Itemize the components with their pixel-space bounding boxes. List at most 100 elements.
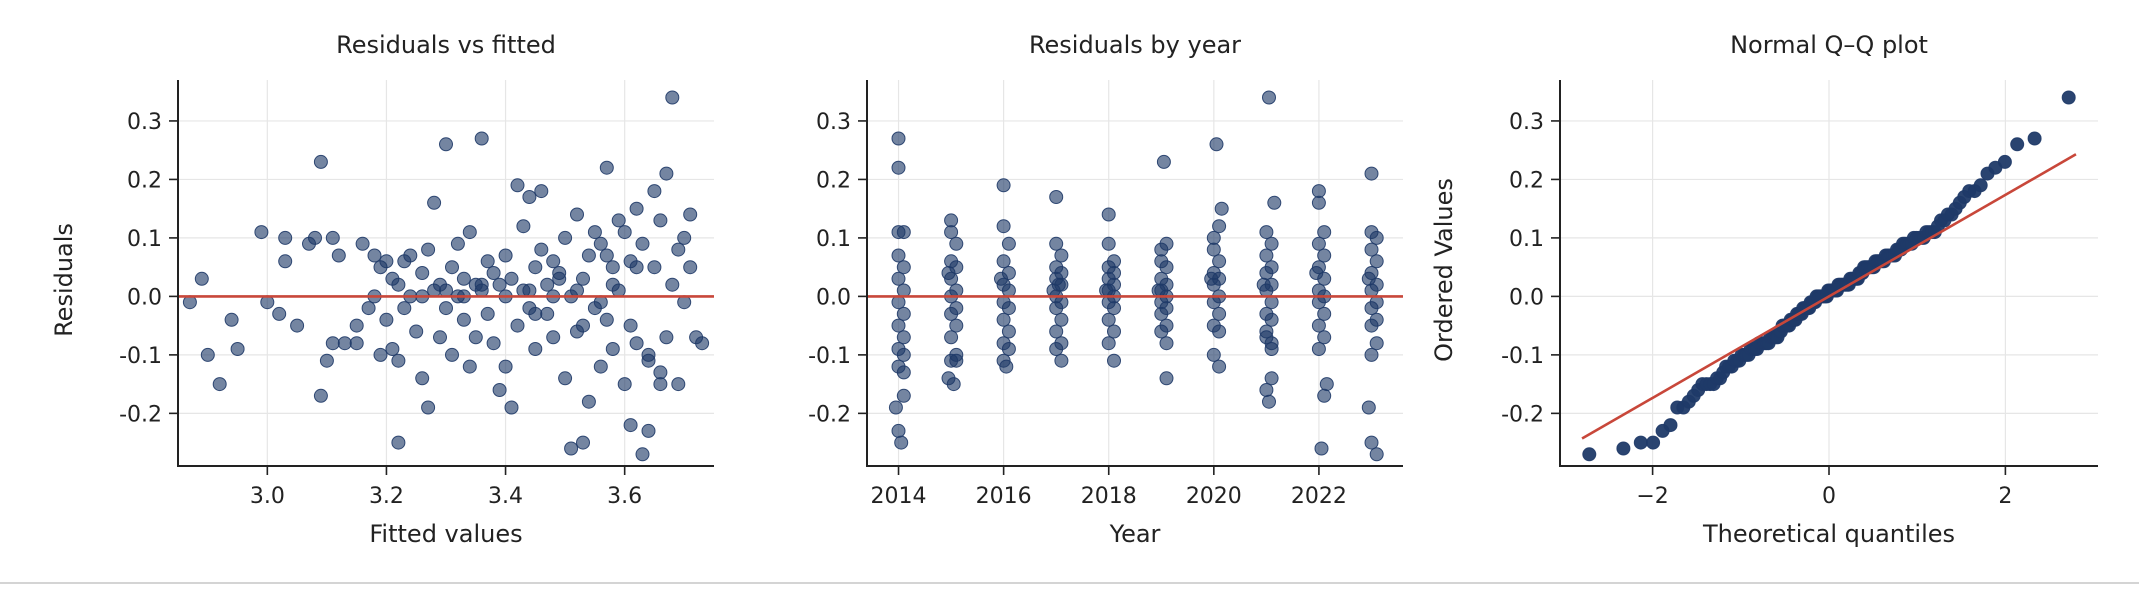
data-point — [212, 377, 227, 392]
data-point — [445, 260, 459, 275]
data-point — [486, 336, 501, 351]
data-point — [1633, 435, 1648, 450]
data-point — [1364, 435, 1379, 450]
data-point — [996, 312, 1011, 327]
data-point — [617, 225, 632, 240]
data-point — [1364, 318, 1379, 333]
y-tick-label: 0.2 — [127, 168, 162, 193]
data-point — [1214, 201, 1229, 216]
data-point — [486, 266, 501, 280]
data-point — [605, 342, 620, 356]
data-point — [641, 423, 656, 438]
y-tick-label: -0.2 — [808, 402, 851, 427]
y-tick-label: 0.3 — [127, 110, 162, 135]
data-point — [1267, 195, 1282, 210]
data-point — [1212, 306, 1227, 321]
data-point — [695, 336, 710, 351]
data-point — [659, 166, 674, 181]
data-point — [1364, 347, 1379, 362]
y-tick-label: 0.2 — [816, 168, 851, 193]
data-point — [1206, 230, 1221, 245]
data-point — [944, 225, 959, 240]
data-point — [576, 318, 590, 333]
y-tick-label: -0.1 — [119, 344, 162, 369]
data-point — [272, 306, 287, 321]
data-point — [1159, 236, 1174, 251]
data-point — [593, 359, 608, 374]
data-point — [1001, 324, 1016, 339]
data-point — [1317, 330, 1332, 345]
data-point — [994, 271, 1008, 286]
data-point — [552, 271, 567, 286]
data-point — [896, 388, 911, 403]
data-point — [1311, 184, 1326, 199]
data-point — [1049, 190, 1064, 204]
panel-1-x-label: Fitted values — [369, 520, 522, 548]
data-point — [949, 236, 964, 251]
data-point — [999, 359, 1014, 374]
data-point — [677, 230, 692, 245]
data-point — [599, 160, 614, 175]
data-point — [308, 230, 322, 245]
data-point — [1264, 312, 1279, 327]
data-point — [540, 277, 555, 292]
panel-3-ticks: -0.2 -0.1 0.0 0.1 0.2 0.3 −2 0 2 — [1501, 110, 2012, 509]
data-point — [896, 306, 911, 321]
data-point — [946, 377, 961, 392]
data-point — [570, 207, 584, 222]
data-point — [1212, 324, 1227, 339]
data-point — [891, 271, 906, 286]
data-point — [641, 347, 656, 362]
data-point — [558, 371, 573, 386]
data-point — [415, 266, 430, 280]
data-point — [1154, 306, 1169, 321]
data-point — [1049, 301, 1064, 316]
data-point — [433, 330, 447, 345]
panel-3-title: Normal Q–Q plot — [1730, 31, 1928, 59]
data-point — [415, 371, 430, 386]
y-tick-label: 0.0 — [1509, 285, 1544, 310]
data-point — [1206, 242, 1221, 257]
panel-1-title: Residuals vs fitted — [336, 31, 556, 59]
data-point — [1319, 377, 1334, 392]
data-point — [888, 400, 903, 415]
data-point — [450, 236, 465, 251]
data-point — [1051, 277, 1066, 292]
data-point — [1259, 225, 1274, 240]
data-point — [647, 260, 662, 275]
data-point — [1259, 248, 1274, 263]
data-point — [623, 418, 638, 433]
data-point — [891, 131, 906, 146]
y-tick-label: 0.0 — [816, 285, 851, 310]
y-tick-label: -0.2 — [1501, 402, 1544, 427]
data-point — [1212, 254, 1227, 269]
data-point — [2061, 90, 2076, 105]
data-point — [1099, 283, 1114, 298]
data-point — [1256, 277, 1271, 292]
data-point — [896, 225, 911, 240]
data-point — [1054, 248, 1069, 263]
data-point — [355, 236, 370, 251]
x-tick-label: 3.6 — [607, 484, 642, 509]
data-point — [1364, 283, 1379, 298]
data-point — [349, 336, 364, 351]
data-point — [1107, 324, 1121, 339]
data-point — [1049, 342, 1064, 356]
data-point — [540, 306, 555, 321]
data-point — [891, 423, 906, 438]
data-point — [1973, 178, 1988, 193]
data-point — [683, 260, 698, 275]
data-point — [1209, 137, 1224, 152]
data-point — [379, 254, 394, 269]
data-point — [504, 271, 519, 286]
data-point — [896, 365, 911, 380]
data-point — [1264, 342, 1279, 356]
data-point — [665, 277, 680, 292]
data-point — [534, 184, 549, 199]
data-point — [1212, 219, 1227, 234]
data-point — [1309, 266, 1324, 280]
y-tick-label: 0.1 — [127, 227, 162, 252]
data-point — [2027, 131, 2042, 146]
data-point — [1582, 447, 1597, 462]
data-point — [391, 277, 406, 292]
